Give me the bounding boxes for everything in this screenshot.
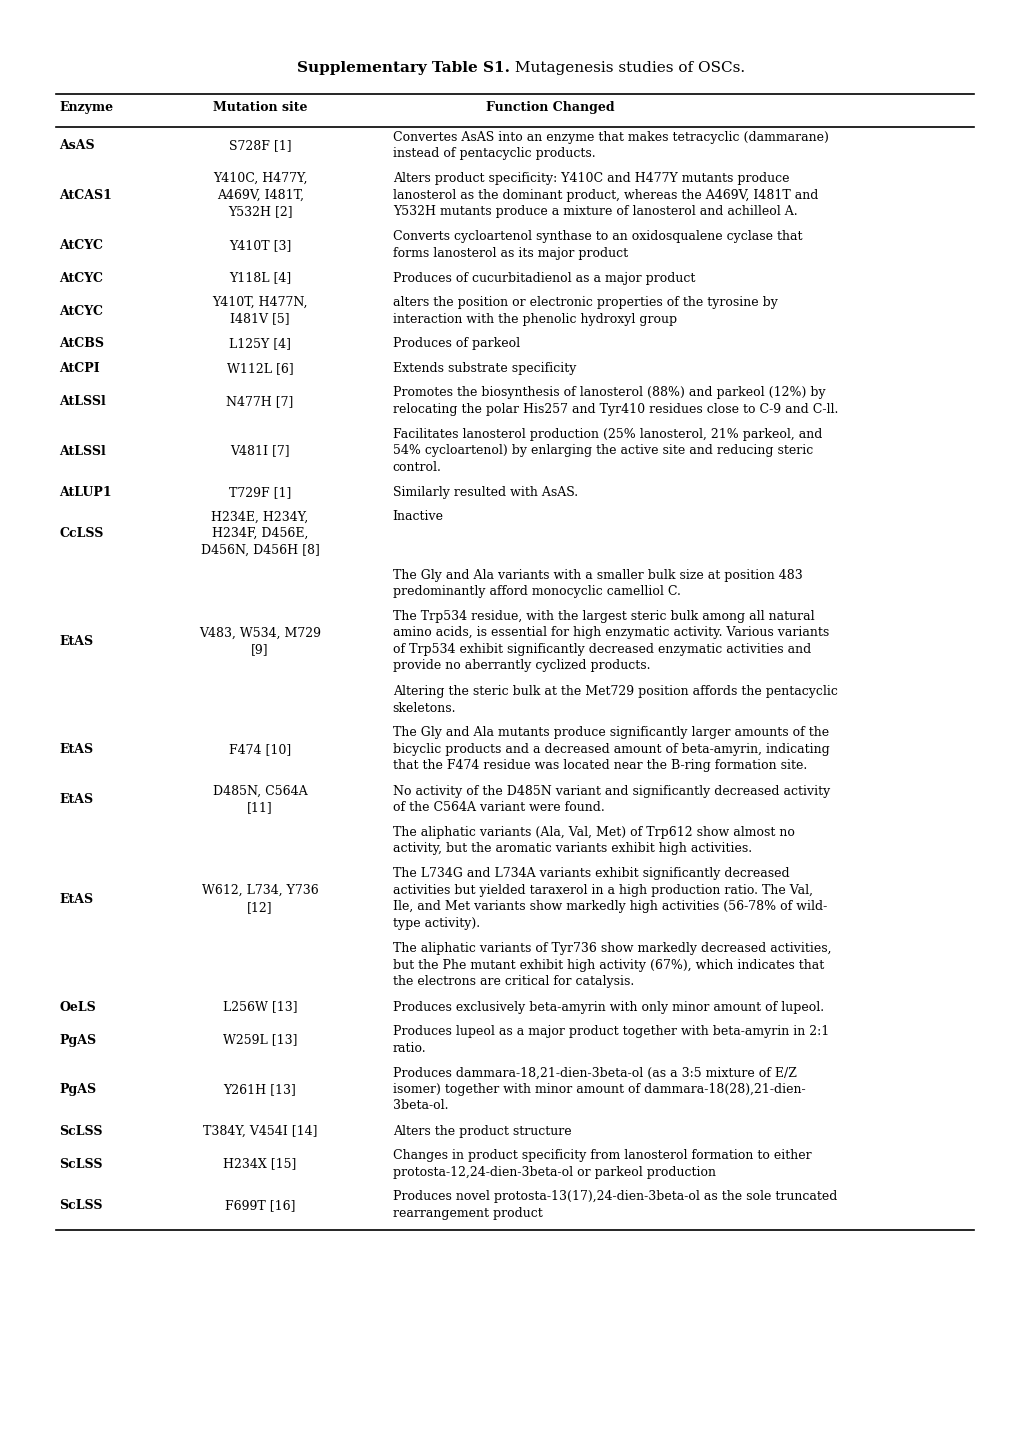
Text: OeLS: OeLS — [59, 1001, 96, 1014]
Text: EtAS: EtAS — [59, 893, 93, 906]
Text: Extends substrate specificity: Extends substrate specificity — [392, 362, 576, 375]
Text: AtLSSl: AtLSSl — [59, 444, 106, 457]
Text: W612, L734, Y736
[12]: W612, L734, Y736 [12] — [202, 884, 318, 914]
Text: Facilitates lanosterol production (25% lanosterol, 21% parkeol, and
54% cycloart: Facilitates lanosterol production (25% l… — [392, 428, 821, 473]
Text: Converts cycloartenol synthase to an oxidosqualene cyclase that
forms lanosterol: Converts cycloartenol synthase to an oxi… — [392, 231, 801, 260]
Text: Produces exclusively beta-amyrin with only minor amount of lupeol.: Produces exclusively beta-amyrin with on… — [392, 1001, 823, 1014]
Text: No activity of the D485N variant and significantly decreased activity
of the C56: No activity of the D485N variant and sig… — [392, 784, 829, 815]
Text: N477H [7]: N477H [7] — [226, 395, 293, 408]
Text: Y410T [3]: Y410T [3] — [228, 239, 291, 252]
Text: V481I [7]: V481I [7] — [230, 444, 289, 457]
Text: AtCYC: AtCYC — [59, 271, 103, 284]
Text: Alters the product structure: Alters the product structure — [392, 1125, 571, 1138]
Text: PgAS: PgAS — [59, 1034, 96, 1047]
Text: Inactive: Inactive — [392, 510, 443, 523]
Text: Altering the steric bulk at the Met729 position affords the pentacyclic
skeleton: Altering the steric bulk at the Met729 p… — [392, 685, 837, 715]
Text: AtLSSl: AtLSSl — [59, 395, 106, 408]
Text: Produces of parkeol: Produces of parkeol — [392, 337, 520, 350]
Text: Y261H [13]: Y261H [13] — [223, 1083, 297, 1096]
Text: L256W [13]: L256W [13] — [222, 1001, 298, 1014]
Text: Enzyme: Enzyme — [59, 101, 113, 114]
Text: Produces of cucurbitadienol as a major product: Produces of cucurbitadienol as a major p… — [392, 271, 694, 284]
Text: S728F [1]: S728F [1] — [228, 138, 291, 151]
Text: Changes in product specificity from lanosterol formation to either
protosta-12,2: Changes in product specificity from lano… — [392, 1149, 810, 1178]
Text: AsAS: AsAS — [59, 138, 95, 151]
Text: Y410C, H477Y,
A469V, I481T,
Y532H [2]: Y410C, H477Y, A469V, I481T, Y532H [2] — [213, 172, 307, 218]
Text: L125Y [4]: L125Y [4] — [229, 337, 290, 350]
Text: Produces novel protosta-13(17),24-dien-3beta-ol as the sole truncated
rearrangem: Produces novel protosta-13(17),24-dien-3… — [392, 1191, 837, 1220]
Text: H234E, H234Y,
H234F, D456E,
D456N, D456H [8]: H234E, H234Y, H234F, D456E, D456N, D456H… — [201, 510, 319, 557]
Text: V483, W534, M729
[9]: V483, W534, M729 [9] — [199, 627, 321, 656]
Text: The Gly and Ala variants with a smaller bulk size at position 483
predominantly : The Gly and Ala variants with a smaller … — [392, 568, 802, 598]
Text: D485N, C564A
[11]: D485N, C564A [11] — [213, 784, 307, 815]
Text: Supplementary Table S1.: Supplementary Table S1. — [297, 61, 510, 75]
Text: AtCPI: AtCPI — [59, 362, 100, 375]
Text: The aliphatic variants of Tyr736 show markedly decreased activities,
but the Phe: The aliphatic variants of Tyr736 show ma… — [392, 943, 830, 988]
Text: EtAS: EtAS — [59, 636, 93, 649]
Text: Y118L [4]: Y118L [4] — [228, 271, 291, 284]
Text: Produces lupeol as a major product together with beta-amyrin in 2:1
ratio.: Produces lupeol as a major product toget… — [392, 1025, 828, 1054]
Text: The aliphatic variants (Ala, Val, Met) of Trp612 show almost no
activity, but th: The aliphatic variants (Ala, Val, Met) o… — [392, 826, 794, 855]
Text: AtCYC: AtCYC — [59, 239, 103, 252]
Text: T384Y, V454I [14]: T384Y, V454I [14] — [203, 1125, 317, 1138]
Text: Mutation site: Mutation site — [213, 101, 307, 114]
Text: Mutagenesis studies of OSCs.: Mutagenesis studies of OSCs. — [510, 61, 745, 75]
Text: AtCYC: AtCYC — [59, 304, 103, 317]
Text: ScLSS: ScLSS — [59, 1125, 103, 1138]
Text: F474 [10]: F474 [10] — [228, 743, 291, 756]
Text: EtAS: EtAS — [59, 793, 93, 806]
Text: Promotes the biosynthesis of lanosterol (88%) and parkeol (12%) by
relocating th: Promotes the biosynthesis of lanosterol … — [392, 386, 838, 415]
Text: Convertes AsAS into an enzyme that makes tetracyclic (dammarane)
instead of pent: Convertes AsAS into an enzyme that makes… — [392, 131, 827, 160]
Text: AtCBS: AtCBS — [59, 337, 104, 350]
Text: Y410T, H477N,
I481V [5]: Y410T, H477N, I481V [5] — [212, 296, 308, 326]
Text: AtLUP1: AtLUP1 — [59, 486, 112, 499]
Text: The Trp534 residue, with the largest steric bulk among all natural
amino acids, : The Trp534 residue, with the largest ste… — [392, 610, 828, 672]
Text: Produces dammara-18,21-dien-3beta-ol (as a 3:5 mixture of E/Z
isomer) together w: Produces dammara-18,21-dien-3beta-ol (as… — [392, 1067, 805, 1112]
Text: The Gly and Ala mutants produce significantly larger amounts of the
bicyclic pro: The Gly and Ala mutants produce signific… — [392, 727, 828, 773]
Text: EtAS: EtAS — [59, 743, 93, 756]
Text: ScLSS: ScLSS — [59, 1198, 103, 1211]
Text: Alters product specificity: Y410C and H477Y mutants produce
lanosterol as the do: Alters product specificity: Y410C and H4… — [392, 172, 817, 218]
Text: The L734G and L734A variants exhibit significantly decreased
activities but yiel: The L734G and L734A variants exhibit sig… — [392, 867, 826, 930]
Text: F699T [16]: F699T [16] — [224, 1198, 296, 1211]
Text: Function Changed: Function Changed — [486, 101, 614, 114]
Text: Similarly resulted with AsAS.: Similarly resulted with AsAS. — [392, 486, 577, 499]
Text: T729F [1]: T729F [1] — [228, 486, 291, 499]
Text: alters the position or electronic properties of the tyrosine by
interaction with: alters the position or electronic proper… — [392, 296, 776, 326]
Text: ScLSS: ScLSS — [59, 1158, 103, 1171]
Text: CcLSS: CcLSS — [59, 528, 104, 541]
Text: AtCAS1: AtCAS1 — [59, 189, 112, 202]
Text: W259L [13]: W259L [13] — [222, 1034, 298, 1047]
Text: PgAS: PgAS — [59, 1083, 96, 1096]
Text: W112L [6]: W112L [6] — [226, 362, 293, 375]
Text: H234X [15]: H234X [15] — [223, 1158, 297, 1171]
